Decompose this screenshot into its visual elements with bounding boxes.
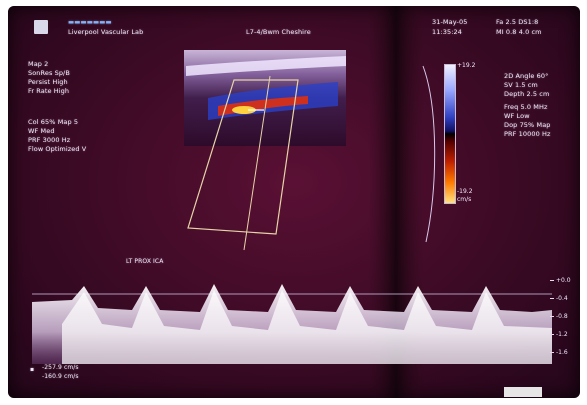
scale-tick-mark <box>550 316 554 317</box>
ultrasound-screen: ▬▬▬▬▬▬▬ Liverpool Vascular Lab L7-4/Bwm … <box>8 6 580 398</box>
scale-label: -0.4 <box>556 295 568 302</box>
scale-tick-mark <box>550 334 554 335</box>
probe-label: L7-4/Bwm Cheshire <box>246 28 311 36</box>
color-velocity-bar <box>444 64 456 204</box>
scale-label: -1.6 <box>556 349 568 356</box>
flow-highlight <box>232 106 256 114</box>
setting-line: 2D Angle 60° <box>504 72 549 80</box>
end-velocity-readout: -160.9 cm/s <box>42 373 79 380</box>
setting-line: Col 65% Map 5 <box>28 118 79 126</box>
scale-tick-mark <box>550 280 554 281</box>
scale-label: -1.2 <box>556 331 568 338</box>
institution-name: Liverpool Vascular Lab <box>68 28 144 36</box>
depth-bracket <box>422 65 436 243</box>
setting-line: Persist High <box>28 78 68 86</box>
mechanical-index-label: MI 0.8 4.0 cm <box>496 28 542 36</box>
spectral-waveform <box>32 284 552 364</box>
scale-label: -0.8 <box>556 313 568 320</box>
date-label: 31-May-05 <box>432 18 468 26</box>
scale-tick-mark <box>550 298 554 299</box>
setting-line: Map 2 <box>28 60 49 68</box>
colorbar-top-label: +19.2 <box>457 62 476 69</box>
waveform-core <box>62 290 552 364</box>
setting-line: SonRes Sp/B <box>28 69 70 77</box>
setting-line: Fr Rate High <box>28 87 70 95</box>
colorbar-unit-label: cm/s <box>457 196 472 203</box>
setting-line: PRF 10000 Hz <box>504 130 551 138</box>
doppler-cursor <box>243 75 271 251</box>
status-badge <box>504 387 542 397</box>
scale-tick-mark <box>550 352 554 353</box>
vessel-label: LT PROX ICA <box>126 258 164 265</box>
scale-label: +0.0 <box>556 277 571 284</box>
color-box <box>187 79 299 235</box>
colorbar-bottom-label: -19.2 <box>457 188 473 195</box>
setting-line: Dop 75% Map <box>504 121 551 129</box>
setting-line: Flow Optimized V <box>28 145 87 153</box>
header-mark: ▬▬▬▬▬▬▬ <box>68 18 112 26</box>
setting-line: SV 1.5 cm <box>504 81 538 89</box>
logo-icon <box>34 20 48 34</box>
vessel-wall <box>186 56 346 76</box>
setting-line: PRF 3000 Hz <box>28 136 71 144</box>
frame-rate-label: Fa 2.5 DS1:8 <box>496 18 539 26</box>
setting-line: WF Low <box>504 112 530 120</box>
readout-bullet: ▪ <box>30 366 35 373</box>
setting-line: Depth 2.5 cm <box>504 90 550 98</box>
time-label: 11:35:24 <box>432 28 462 36</box>
peak-velocity-readout: -257.9 cm/s <box>42 364 79 371</box>
setting-line: Freq 5.0 MHz <box>504 103 548 111</box>
setting-line: WF Med <box>28 127 55 135</box>
